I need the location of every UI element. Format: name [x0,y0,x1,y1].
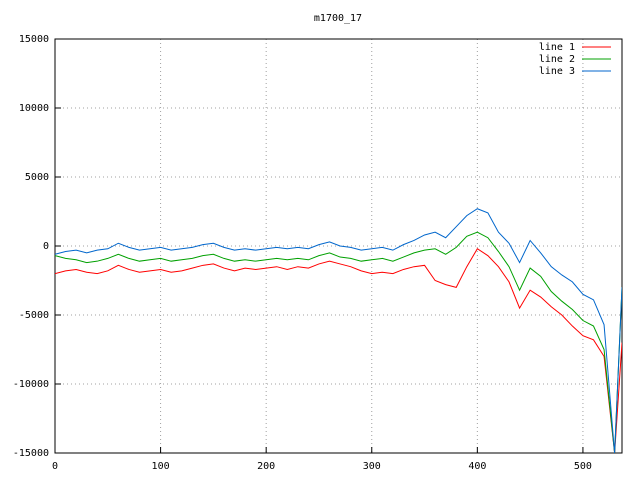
y-tick-label: 0 [43,241,49,252]
x-tick-label: 100 [152,461,170,472]
series-line [55,248,622,453]
series-line [55,208,622,453]
x-tick-label: 0 [52,461,58,472]
x-tick-label: 400 [468,461,486,472]
y-tick-label: -5000 [19,310,49,321]
series-line [55,231,622,453]
legend-label: line 1 [539,42,575,53]
legend-label: line 2 [539,54,575,65]
y-tick-label: 5000 [25,172,49,183]
y-tick-label: -15000 [13,448,49,459]
x-tick-label: 500 [574,461,592,472]
chart-title: m1700_17 [314,13,362,24]
y-tick-label: -10000 [13,379,49,390]
legend-label: line 3 [539,66,575,77]
y-tick-label: 15000 [19,34,49,45]
x-tick-label: 200 [257,461,275,472]
plot-frame [54,38,623,454]
y-tick-label: 10000 [19,103,49,114]
x-tick-label: 300 [363,461,381,472]
